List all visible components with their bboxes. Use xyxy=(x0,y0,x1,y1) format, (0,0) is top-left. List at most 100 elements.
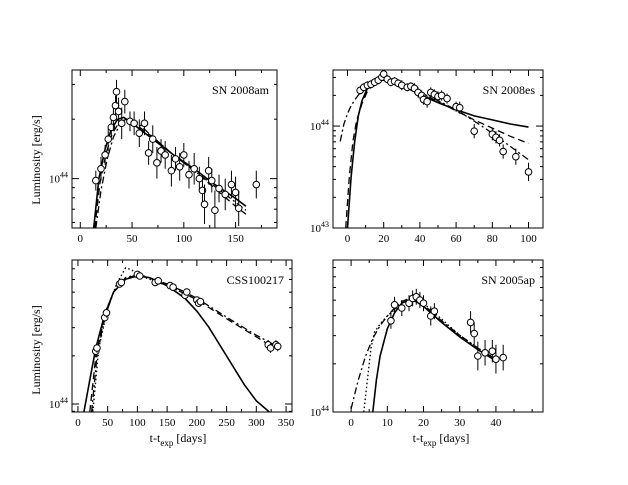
xlabel-right-main: t-t xyxy=(413,431,424,445)
x-tick-label-sn2008es: 100 xyxy=(520,233,537,245)
data-point xyxy=(492,355,500,364)
data-point xyxy=(207,176,216,185)
model-curve-solid xyxy=(83,275,270,412)
data-point xyxy=(117,278,126,287)
xlabel-right: t-texp [days] xyxy=(413,431,470,448)
x-tick-label-css100217: 300 xyxy=(248,417,265,429)
data-point xyxy=(470,127,479,135)
x-tick-label-sn2005ap: 40 xyxy=(490,417,502,429)
data-point xyxy=(148,135,157,143)
data-point xyxy=(112,87,121,96)
x-tick-label-css100217: 0 xyxy=(75,417,81,429)
y-tick-label-sn2005ap: 1044 xyxy=(310,404,329,419)
x-tick-label-css100217: 100 xyxy=(129,417,146,429)
data-point xyxy=(167,166,176,175)
data-point xyxy=(130,119,138,128)
data-point xyxy=(97,164,105,173)
data-point xyxy=(387,317,395,325)
y-tick-label-sn2008es: 1044 xyxy=(310,118,329,133)
datapoints-sn2005ap xyxy=(387,288,507,374)
y-tick-label-exponent: 43 xyxy=(321,220,329,229)
xlabel-right-sub: exp xyxy=(423,438,436,448)
data-point xyxy=(182,288,191,296)
data-point xyxy=(499,353,507,362)
data-point xyxy=(180,151,188,159)
ylabel-top: Luminosity [erg/s] xyxy=(29,115,43,204)
x-tick-label-sn2008es: 60 xyxy=(451,233,463,245)
data-point xyxy=(161,151,169,159)
data-point xyxy=(512,152,520,161)
data-point xyxy=(144,149,153,157)
data-point xyxy=(273,342,282,351)
data-point xyxy=(499,147,507,156)
x-tick-label-css100217: 50 xyxy=(102,417,114,429)
data-point xyxy=(234,204,243,213)
model-curve-dot xyxy=(92,267,198,412)
plot-frame-sn2008am xyxy=(71,69,278,229)
data-point xyxy=(231,188,240,197)
y-tick-label-exponent: 44 xyxy=(321,118,329,127)
datapoints-sn2008es xyxy=(356,70,533,182)
y-tick-label-exponent: 44 xyxy=(321,404,329,413)
x-tick-label-css100217: 250 xyxy=(218,417,235,429)
xlabel-left-main: t-t xyxy=(150,431,161,445)
x-tick-label-sn2008am: 100 xyxy=(176,233,193,245)
x-tick-label-sn2005ap: 0 xyxy=(348,417,354,429)
data-point xyxy=(117,119,126,128)
panel-sn2008am: 0 50 100 150 1044 SN 2008am xyxy=(49,69,278,245)
data-point xyxy=(135,272,144,280)
data-point xyxy=(195,174,204,183)
xlabel-right-unit: [days] xyxy=(439,431,469,445)
y-tick-label-base: 10 xyxy=(310,121,322,133)
data-point xyxy=(495,136,504,145)
data-point xyxy=(481,349,489,357)
data-point xyxy=(488,347,497,356)
data-point xyxy=(101,151,109,159)
data-point xyxy=(121,97,129,106)
data-point xyxy=(104,135,113,143)
y-tick-label-exponent: 44 xyxy=(60,171,68,180)
data-point xyxy=(524,168,533,176)
data-point xyxy=(470,329,479,338)
panel-title-sn2005ap: SN 2005ap xyxy=(481,273,535,287)
data-point xyxy=(92,176,100,185)
data-point xyxy=(430,307,439,316)
data-point xyxy=(390,301,399,309)
xlabel-left: t-texp [days] xyxy=(150,431,207,448)
data-point xyxy=(423,97,431,106)
data-point xyxy=(215,184,223,193)
x-tick-label-sn2005ap: 20 xyxy=(418,417,430,429)
data-point xyxy=(200,200,209,209)
data-point xyxy=(154,277,163,285)
data-point xyxy=(190,164,198,173)
x-tick-label-sn2008am: 0 xyxy=(78,233,84,245)
models-css100217 xyxy=(83,267,275,412)
data-point xyxy=(204,166,213,175)
x-tick-label-sn2008es: 0 xyxy=(345,233,351,245)
xlabel-left-unit: [days] xyxy=(176,431,206,445)
data-point xyxy=(153,159,161,167)
data-point xyxy=(140,119,149,128)
ylabel-bottom: Luminosity [erg/s] xyxy=(29,305,43,394)
y-tick-label-base: 10 xyxy=(49,174,61,186)
panel-title-sn2008am: SN 2008am xyxy=(212,83,270,97)
data-point xyxy=(221,190,230,199)
data-point xyxy=(175,162,184,171)
x-tick-label-css100217: 200 xyxy=(189,417,206,429)
data-point xyxy=(102,309,111,317)
y-tick-label-css100217: 1044 xyxy=(49,396,68,411)
panel-title-sn2008es: SN 2008es xyxy=(483,83,536,97)
data-point xyxy=(185,170,193,179)
datapoints-css100217 xyxy=(91,270,282,356)
data-point xyxy=(169,283,177,292)
data-point xyxy=(266,344,275,352)
data-point xyxy=(455,103,464,112)
x-tick-label-sn2008es: 20 xyxy=(378,233,390,245)
data-point xyxy=(474,352,482,360)
x-tick-label-sn2008es: 40 xyxy=(414,233,426,245)
x-tick-label-sn2008am: 150 xyxy=(227,233,244,245)
